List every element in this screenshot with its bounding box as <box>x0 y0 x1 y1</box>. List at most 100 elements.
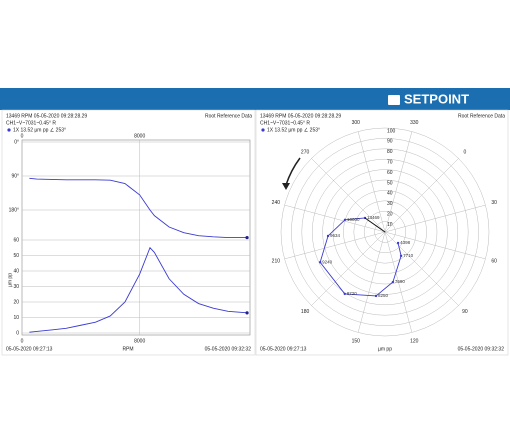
angle-tick-label: 60 <box>491 259 497 265</box>
x-tick-label-top: 0 <box>21 133 24 139</box>
spoke <box>311 231 386 306</box>
title-bar <box>0 88 510 110</box>
point-label: 8720 <box>347 291 358 296</box>
r-tick-label: 50 <box>387 180 393 186</box>
r-tick-label: 60 <box>387 170 393 176</box>
polar-point <box>374 294 378 298</box>
x-label: RPM <box>122 346 133 352</box>
x-tick-label: 0 <box>21 338 24 344</box>
y2-tick-label: 90° <box>11 173 19 179</box>
ring <box>280 127 490 337</box>
spoke <box>384 158 459 233</box>
ring <box>343 190 427 274</box>
point-label: 9634 <box>330 233 341 238</box>
panel-header: 13469 RPM 05-05-2020 09:28:28.29 <box>260 113 341 119</box>
angle-tick-label: 210 <box>272 259 281 265</box>
spoke <box>284 204 386 233</box>
polar-point <box>343 292 346 296</box>
rotation-arrow-head <box>282 183 290 190</box>
angle-tick-label: 150 <box>352 338 361 344</box>
polar-point <box>391 280 395 284</box>
point-label: 10000 <box>347 217 360 222</box>
polar-point <box>343 218 347 221</box>
r-tick-label: 10 <box>387 222 393 228</box>
r-label: µm pp <box>378 346 392 352</box>
bode-panel <box>1 109 256 356</box>
spoke <box>384 204 486 233</box>
spoke <box>384 131 413 233</box>
polar-point <box>318 261 322 264</box>
spoke <box>357 231 386 333</box>
spoke <box>384 231 413 333</box>
angle-tick-label: 0 <box>464 149 467 155</box>
x-tick-label-top: 8000 <box>134 133 145 139</box>
r-tick-label: 40 <box>387 191 393 197</box>
r-tick-label: 100 <box>387 128 396 134</box>
series-line <box>29 177 248 239</box>
angle-tick-label: 30 <box>491 200 497 206</box>
angle-tick-label: 300 <box>352 120 361 126</box>
angle-tick-label: 330 <box>410 120 419 126</box>
y-label: µm pp <box>7 273 13 287</box>
logo-icon <box>388 95 400 105</box>
vector <box>364 217 386 233</box>
panel-header: 13469 RPM 05-05-2020 09:28:28.29 <box>6 113 87 119</box>
x-tick-label: 8000 <box>134 338 145 344</box>
ring <box>363 210 407 254</box>
y-tick-label: 40 <box>13 268 19 274</box>
r-tick-label: 80 <box>387 149 393 155</box>
spoke <box>384 231 486 260</box>
ring <box>291 138 479 326</box>
y2-tick-label: 0° <box>14 139 19 145</box>
end-time: 05-05-2020 09:32:32 <box>205 346 252 352</box>
channel: CH1~V~7031~0.45° R <box>6 120 56 126</box>
point-label: 9240 <box>322 259 333 264</box>
series-line <box>29 246 248 333</box>
angle-tick-label: 180 <box>301 309 310 315</box>
y-tick-label: 20 <box>13 299 19 305</box>
y2-tick-label: 180° <box>9 207 19 213</box>
y-tick-label: 50 <box>13 253 19 259</box>
ring <box>301 148 469 316</box>
ring <box>332 179 438 285</box>
r-tick-label: 90 <box>387 139 393 145</box>
end-marker <box>245 311 249 315</box>
point-label: 4398 <box>400 240 411 245</box>
spoke <box>357 131 386 233</box>
reference: Root Reference Data <box>205 113 252 119</box>
angle-tick-label: 270 <box>301 149 310 155</box>
end-marker <box>245 235 249 240</box>
legend: 1X 13.52 µm pp ∠ 253° <box>13 127 66 133</box>
logo: SETPOINT <box>404 91 469 106</box>
polar-point <box>326 234 330 238</box>
spoke <box>384 231 459 306</box>
polar-point <box>399 254 403 258</box>
spoke <box>284 231 386 260</box>
point-label: 7690 <box>395 279 406 284</box>
ring <box>311 158 459 306</box>
legend-marker <box>261 128 265 132</box>
legend: 1X 13.52 µm pp ∠ 253° <box>267 127 320 133</box>
point-label: 8250 <box>378 293 389 298</box>
y-tick-label: 30 <box>13 284 19 290</box>
polar-point <box>396 241 400 245</box>
y-tick-label: 0 <box>16 330 19 336</box>
y-tick-label: 60 <box>13 237 19 243</box>
angle-tick-label: 120 <box>410 338 419 344</box>
end-time: 05-05-2020 09:32:32 <box>458 346 505 352</box>
legend-marker <box>7 128 11 132</box>
angle-tick-label: 240 <box>272 200 281 206</box>
r-tick-label: 30 <box>387 201 393 207</box>
start-time: 05-05-2020 09:27:13 <box>6 346 53 352</box>
reference: Root Reference Data <box>458 113 505 119</box>
ring <box>322 169 448 295</box>
channel: CH1~V~7031~0.45° R <box>260 120 310 126</box>
spoke <box>311 158 386 233</box>
ring <box>374 221 396 243</box>
start-time: 05-05-2020 09:27:13 <box>260 346 307 352</box>
ring <box>353 200 417 264</box>
y-tick-label: 10 <box>13 315 19 321</box>
point-label: 13469 <box>367 215 380 220</box>
angle-tick-label: 90 <box>462 309 468 315</box>
